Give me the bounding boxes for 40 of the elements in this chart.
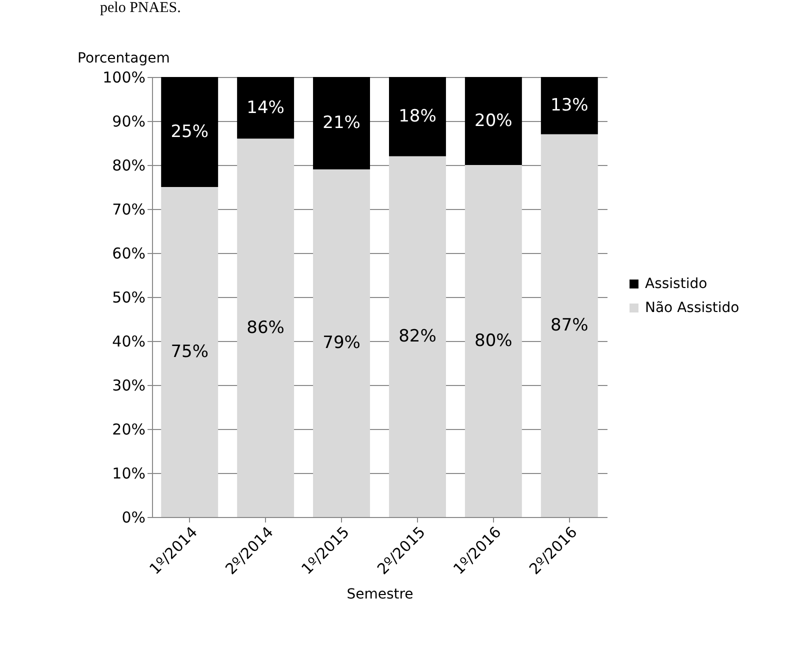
data-label: 75%: [170, 342, 208, 362]
y-tick-label: 20%: [112, 420, 146, 438]
x-axis-title: Semestre: [346, 586, 414, 602]
y-axis-title: Porcentagem: [78, 50, 170, 66]
data-label: 20%: [474, 111, 512, 131]
legend-label: Não Assistido: [645, 300, 740, 316]
bar: [161, 187, 218, 517]
data-label: 86%: [246, 318, 284, 338]
y-tick-label: 80%: [112, 156, 146, 174]
bar: [540, 77, 598, 134]
y-tick-label: 10%: [112, 464, 146, 482]
bar: [237, 77, 294, 139]
data-label: 14%: [246, 98, 284, 118]
y-tick-label: 70%: [112, 200, 146, 218]
bar: [540, 134, 598, 517]
bar: [161, 77, 218, 187]
bar: [388, 77, 446, 156]
bar: [388, 156, 446, 517]
data-label: 13%: [550, 96, 588, 116]
y-tick-label: 0%: [122, 508, 146, 526]
bar: [313, 77, 370, 170]
legend-label: Assistido: [645, 276, 708, 292]
bar: [464, 77, 522, 165]
y-tick-label: 90%: [112, 112, 146, 130]
y-tick-label: 60%: [112, 244, 146, 262]
data-label: 21%: [322, 113, 360, 134]
y-tick-label: 50%: [112, 288, 146, 306]
data-label: 82%: [398, 326, 436, 347]
data-label: 87%: [550, 316, 588, 336]
data-label: 80%: [474, 331, 512, 351]
bar: [313, 169, 370, 517]
y-tick-label: 30%: [112, 376, 146, 394]
y-tick-label: 40%: [112, 332, 146, 350]
data-label: 79%: [322, 333, 360, 354]
bar: [237, 138, 294, 517]
bar: [464, 165, 522, 517]
text: pelo PNAES.: [100, 0, 181, 16]
data-label: 25%: [170, 122, 208, 142]
data-label: 18%: [398, 106, 436, 127]
y-tick-label: 100%: [102, 68, 146, 86]
